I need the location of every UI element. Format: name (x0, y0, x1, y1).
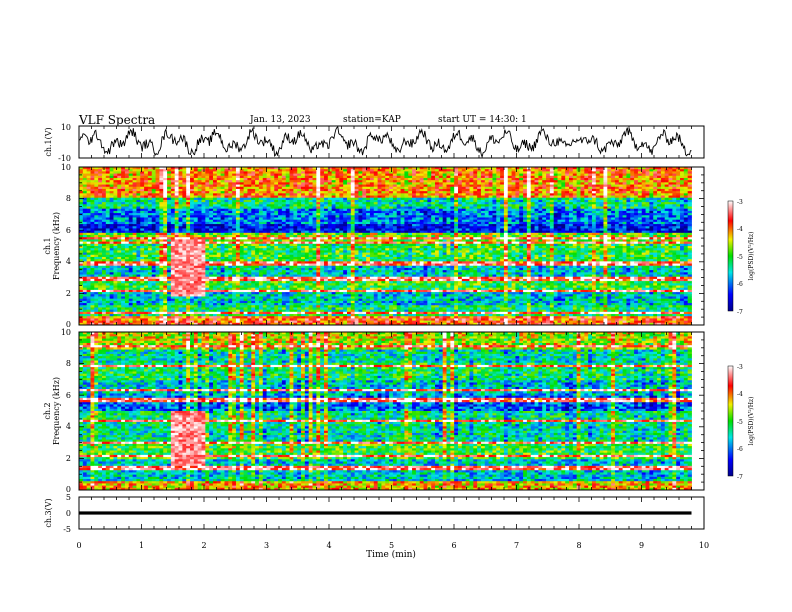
ch1-spec-ytick-8: 8 (66, 194, 71, 203)
x-tick-label-0: 0 (76, 541, 81, 550)
ch3-ytick-top: 5 (66, 493, 71, 502)
ch2-colorbar (727, 365, 734, 477)
ch1-spec-ytick-10: 10 (61, 163, 71, 172)
x-tick-label-8: 8 (576, 541, 581, 550)
start-time-label: start UT = 14:30: 1 (438, 115, 527, 125)
ch2-spec-ytick-0: 0 (66, 485, 71, 494)
x-tick-label-1: 1 (139, 541, 144, 550)
ch1-cbar-tick--4: -4 (737, 226, 743, 233)
station-label: station=KAP (343, 115, 401, 125)
ch1-spec-ytick-0: 0 (66, 320, 71, 329)
ch3-ytick-mid: 0 (66, 509, 71, 518)
ch2-cbar-tick--3: -3 (737, 364, 743, 371)
ch1-ytick-bottom: -10 (58, 154, 71, 163)
ch2-spec-ytick-4: 4 (66, 422, 71, 431)
ch1-cbar-tick--3: -3 (737, 199, 743, 206)
ch2-cbar-tick--5: -5 (737, 419, 743, 426)
x-tick-label-9: 9 (639, 541, 644, 550)
x-tick-label-4: 4 (326, 541, 331, 550)
ch1-cbar-label: log(PSD)(V²/Hz) (748, 232, 755, 281)
ch1-ytick-top: 10 (61, 123, 71, 132)
ch2-spectrogram-image (79, 332, 692, 490)
ch1-colorbar (727, 200, 734, 312)
ch2-spec-ytick-8: 8 (66, 359, 71, 368)
ch1-cbar-tick--5: -5 (737, 254, 743, 261)
x-tick-label-6: 6 (451, 541, 456, 550)
x-tick-label-7: 7 (514, 541, 519, 550)
x-axis-label: Time (min) (366, 549, 416, 560)
ch1-spec-ytick-4: 4 (66, 257, 71, 266)
ch1-spec-channel-label: ch.1 (43, 237, 52, 254)
ch1-spec-ylabel: Frequency (kHz) (52, 212, 61, 280)
ch2-spec-ytick-2: 2 (66, 454, 71, 463)
ch3-waveform-trace (79, 511, 692, 515)
ch1-cbar-tick--6: -6 (737, 281, 743, 288)
ch1-cbar-tick--7: -7 (737, 309, 743, 316)
ch1-spectrogram-image (79, 167, 692, 325)
x-tick-label-2: 2 (201, 541, 206, 550)
ch1-spec-ytick-2: 2 (66, 289, 71, 298)
ch3-ytick-bottom: -5 (63, 525, 71, 534)
ch2-cbar-tick--6: -6 (737, 446, 743, 453)
ch3-ylabel: ch.3(V) (44, 498, 53, 527)
ch2-cbar-label: log(PSD)(V²/Hz) (748, 397, 755, 446)
x-tick-label-5: 5 (389, 541, 394, 550)
ch2-cbar-tick--4: -4 (737, 391, 743, 398)
ch1-spec-ytick-6: 6 (66, 226, 71, 235)
ch1-ylabel: ch.1(V) (44, 127, 53, 156)
x-tick-label-10: 10 (699, 541, 709, 550)
ch2-spec-ytick-6: 6 (66, 391, 71, 400)
ch2-cbar-tick--7: -7 (737, 474, 743, 481)
chart-title: VLF Spectra (79, 113, 155, 127)
ch1-waveform-line (79, 126, 692, 158)
x-tick-label-3: 3 (264, 541, 269, 550)
ch2-spec-ytick-10: 10 (61, 328, 71, 337)
ch2-spec-ylabel: Frequency (kHz) (52, 377, 61, 445)
ch2-spec-channel-label: ch.2 (43, 402, 52, 419)
date-label: Jan. 13, 2023 (250, 115, 311, 125)
